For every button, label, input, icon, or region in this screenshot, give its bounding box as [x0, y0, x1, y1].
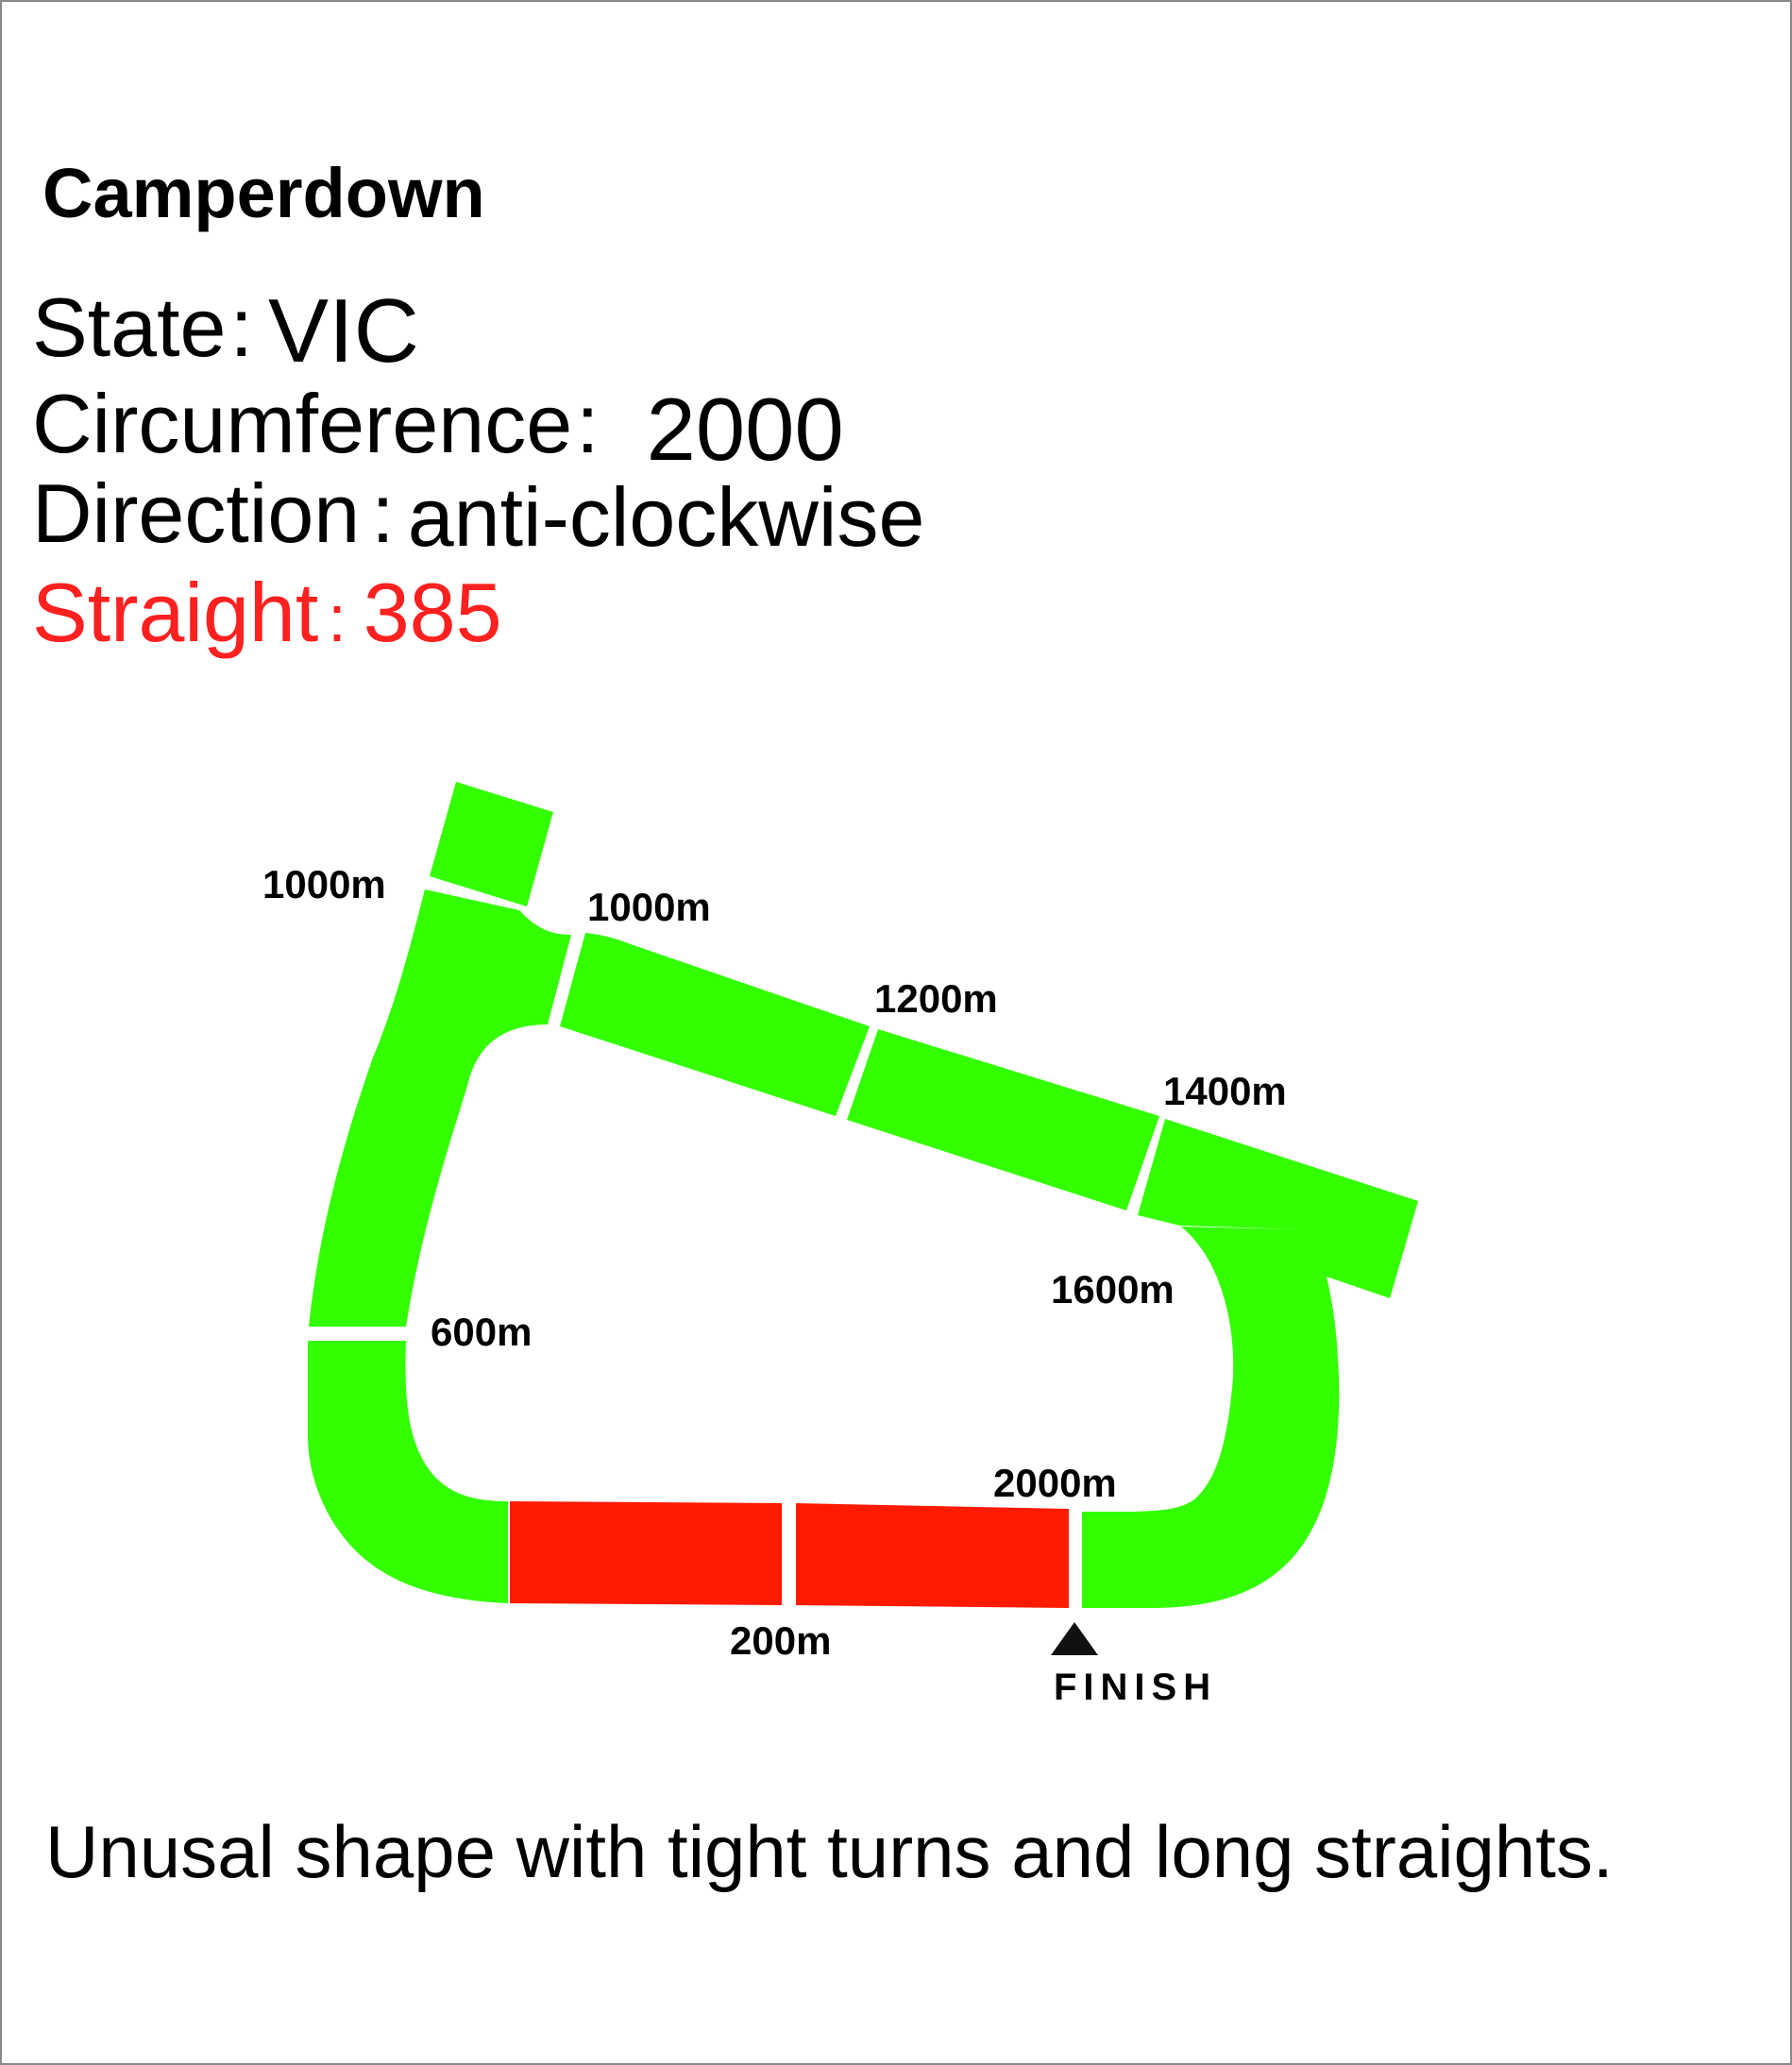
- marker-600m: 600m: [431, 1310, 532, 1354]
- state-row: State: VIC: [32, 280, 419, 377]
- track-back-section-2: [847, 1029, 1159, 1210]
- marker-1600m: 1600m: [1051, 1267, 1175, 1312]
- circumference-row: Circumference: 2000: [32, 377, 844, 474]
- track-bottom-left-bend: [308, 1341, 508, 1603]
- circumference-value: 2000: [646, 380, 844, 479]
- course-title: Camperdown: [42, 154, 485, 232]
- state-value: VIC: [267, 280, 419, 381]
- straight-row: Straight:385: [32, 571, 502, 654]
- direction-separator: :: [371, 466, 395, 560]
- track-chute-top-left: [430, 782, 553, 906]
- finish-label: FINISH: [1054, 1667, 1217, 1708]
- track-back-section-1: [560, 933, 870, 1116]
- track-left-bend: [309, 889, 571, 1327]
- track-straight-section-1: [510, 1501, 782, 1605]
- track-straight-section-2: [796, 1503, 1069, 1608]
- circumference-separator: :: [576, 377, 600, 470]
- track-right-bend: [1082, 1227, 1340, 1608]
- straight-value: 385: [363, 566, 502, 659]
- direction-label: Direction: [32, 466, 361, 560]
- course-description: Unusal shape with tight turns and long s…: [45, 1810, 1614, 1893]
- marker-2000m: 2000m: [993, 1461, 1117, 1505]
- circumference-label: Circumference: [32, 377, 573, 470]
- straight-separator: :: [328, 582, 347, 655]
- direction-value: anti-clockwise: [407, 470, 925, 564]
- straight-label: Straight: [32, 566, 319, 659]
- finish-marker-icon: [1051, 1622, 1098, 1655]
- marker-1200m: 1200m: [874, 976, 998, 1021]
- track-chute-right: [1138, 1119, 1418, 1298]
- marker-1400m: 1400m: [1163, 1069, 1287, 1113]
- direction-row: Direction: anti-clockwise: [32, 466, 924, 560]
- state-label: State: [32, 280, 227, 374]
- marker-1000m-top: 1000m: [587, 885, 711, 929]
- state-separator: :: [229, 280, 253, 374]
- marker-200m: 200m: [730, 1618, 831, 1663]
- marker-1000m-left: 1000m: [262, 862, 386, 906]
